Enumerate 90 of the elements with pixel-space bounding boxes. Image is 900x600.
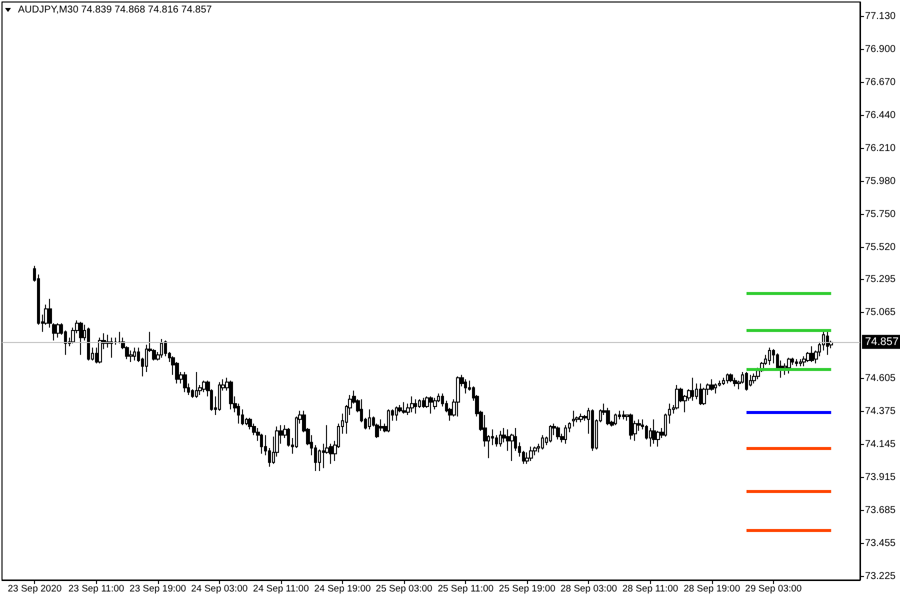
y-tick-label: 76.210 [865,142,896,154]
candlestick [579,413,583,423]
candlestick [749,374,752,387]
candlestick [699,383,702,406]
x-tick-label: 24 Sep 19:00 [314,584,371,594]
candlestick [629,413,633,440]
candlestick [606,407,610,426]
candlestick [652,418,656,444]
candlestick [795,358,798,367]
x-tick-label: 28 Sep 03:00 [560,584,618,594]
y-tick-label: 74.605 [865,372,896,384]
y-tick-label: 76.900 [865,44,896,55]
x-tick-label: 23 Sep 11:00 [68,584,124,594]
candlestick [549,424,552,443]
y-tick-label: 76.670 [865,76,896,88]
x-tick-label: 25 Sep 03:00 [376,584,432,594]
y-tick-label: 74.145 [865,438,896,450]
y-tick-label: 73.685 [865,504,896,516]
candlestick [433,397,437,410]
candlestick [745,372,748,392]
candlestick [556,426,560,440]
candlestick [768,347,771,366]
candlestick [133,347,136,362]
chart-title: AUDJPY,M30 74.839 74.868 74.816 74.857 [18,4,212,16]
candlestick [402,402,406,414]
candlestick [79,321,83,356]
y-tick-label: 74.375 [865,406,896,417]
candlestick [826,331,829,356]
x-tick-label: 29 Sep 03:00 [745,584,802,594]
y-tick-label: 75.750 [865,208,896,220]
ref-line-label: 74.857 [865,336,899,348]
candlestick [218,382,221,412]
candlestick [98,337,102,364]
candlestick [702,387,706,406]
candlestick [456,376,460,417]
candlestick [726,372,729,384]
candlestick [722,377,725,386]
candlestick [799,358,802,367]
candlestick [802,356,806,367]
candlestick [714,383,717,394]
candlestick [675,384,679,410]
candlestick [787,357,791,374]
y-tick-label: 75.520 [865,242,896,253]
candlestick [395,406,398,422]
candlestick [622,410,625,420]
candlestick [464,378,467,394]
y-tick-label: 75.065 [865,307,896,318]
y-tick-label: 76.440 [865,110,896,121]
candlestick [129,350,133,362]
candlestick [591,408,594,452]
candlestick [499,430,502,448]
y-tick-label: 73.455 [865,538,896,549]
x-tick-label: 24 Sep 11:00 [253,584,309,594]
candlestick [710,378,714,392]
candlestick [414,398,417,414]
x-tick-label: 24 Sep 03:00 [191,584,248,594]
candlestick [733,377,737,387]
x-tick-label: 28 Sep 19:00 [684,584,740,594]
y-tick-label: 75.980 [865,176,896,187]
candlestick [410,396,414,413]
candlestick [387,408,390,433]
y-tick-label: 73.225 [865,570,896,582]
y-tick-label: 73.915 [865,472,896,483]
x-tick-label: 23 Sep 19:00 [130,584,186,594]
candlestick [691,377,694,402]
candlestick [810,346,814,362]
candlestick [529,446,533,462]
candlestick [541,434,544,450]
candlestick [422,397,425,408]
candlestick [56,322,60,338]
x-tick-label: 25 Sep 19:00 [498,584,556,594]
candlestick [229,380,233,410]
candlestick [564,424,567,444]
candlestick [183,372,187,393]
candlestick [429,396,433,414]
candlestick [368,408,371,430]
x-tick-label: 28 Sep 11:00 [622,584,678,594]
candlestick [202,380,206,393]
candlestick [772,348,775,364]
y-tick-label: 77.130 [865,10,896,22]
candlestick [572,410,575,428]
candlestick [87,327,90,362]
candlestick [110,337,113,358]
candlestick [160,338,163,358]
y-tick-label: 75.295 [865,274,896,286]
candlestick [195,372,198,398]
candlestick [614,413,617,426]
x-tick-label: 25 Sep 11:00 [438,584,494,594]
x-tick-label: 23 Sep 2020 [8,584,62,594]
candlestick [729,372,733,383]
